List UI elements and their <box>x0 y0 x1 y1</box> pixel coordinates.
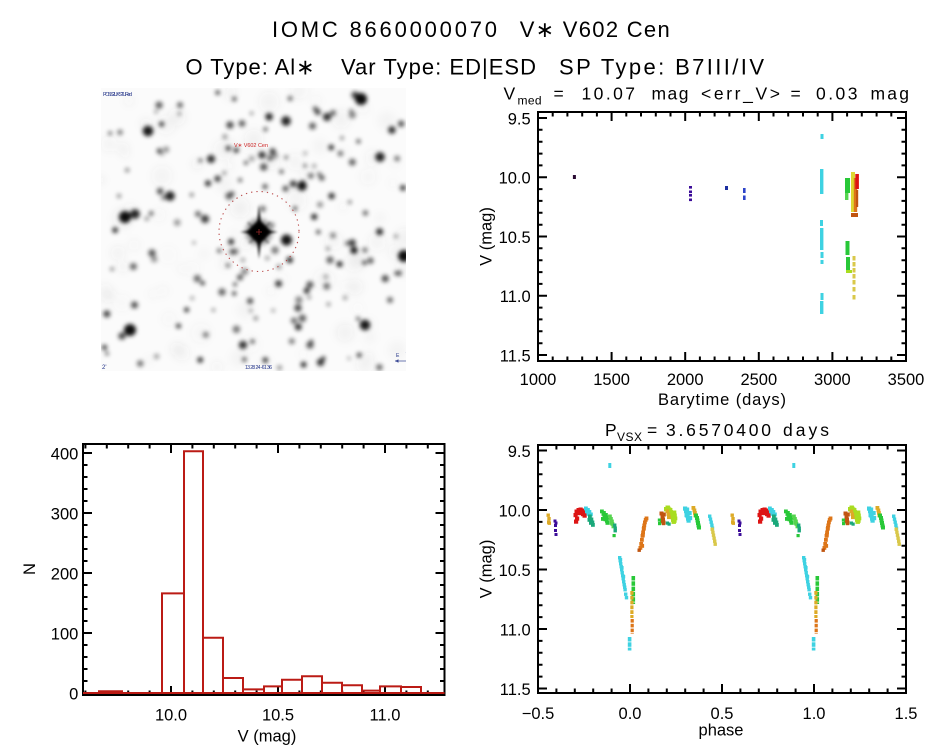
svg-text:3.6570400: 3.6570400 <box>666 420 771 440</box>
svg-text:2': 2' <box>102 365 106 371</box>
svg-text:SP Type: B7III/IV: SP Type: B7III/IV <box>559 55 764 80</box>
svg-text:VSX: VSX <box>617 430 642 444</box>
svg-text:=: = <box>791 84 801 104</box>
svg-text:0.0: 0.0 <box>619 705 642 723</box>
svg-text:3500: 3500 <box>888 371 925 389</box>
svg-text:0: 0 <box>69 685 78 703</box>
svg-text:O Type: Al∗: O Type: Al∗ <box>186 55 315 80</box>
svg-text:10.5: 10.5 <box>499 229 531 247</box>
svg-text:3000: 3000 <box>814 371 851 389</box>
svg-text:11.0: 11.0 <box>370 707 401 725</box>
svg-text:10.0: 10.0 <box>499 170 531 188</box>
svg-text:10.5: 10.5 <box>262 707 294 725</box>
svg-text:N: N <box>21 563 39 575</box>
svg-text:10.5: 10.5 <box>499 562 531 580</box>
svg-text:V∗ V602 Cen: V∗ V602 Cen <box>234 143 268 149</box>
svg-text:0.5: 0.5 <box>711 705 734 723</box>
svg-text:mag: mag <box>871 84 910 104</box>
svg-text:11.0: 11.0 <box>500 621 531 639</box>
svg-text:200: 200 <box>51 565 79 583</box>
svg-text:0.03: 0.03 <box>816 84 858 104</box>
svg-text:1000: 1000 <box>520 371 557 389</box>
svg-text:POSS2 UKSTU Red: POSS2 UKSTU Red <box>103 92 132 98</box>
svg-text:P: P <box>605 420 617 440</box>
svg-text:IOMC 8660000070: IOMC 8660000070 <box>272 17 497 42</box>
svg-text:2500: 2500 <box>740 371 777 389</box>
svg-text:Barytime (days): Barytime (days) <box>658 391 786 409</box>
svg-text:1500: 1500 <box>593 371 630 389</box>
svg-text:11.5: 11.5 <box>500 681 531 699</box>
svg-text:V (mag): V (mag) <box>238 728 297 746</box>
svg-text:100: 100 <box>51 625 79 643</box>
svg-text:10.0: 10.0 <box>155 707 187 725</box>
svg-text:V∗ V602 Cen: V∗ V602 Cen <box>520 17 670 42</box>
svg-text:9.5: 9.5 <box>508 110 531 128</box>
svg-text:300: 300 <box>51 505 79 523</box>
svg-text:V (mag): V (mag) <box>478 540 496 599</box>
svg-text:med: med <box>518 94 542 108</box>
svg-text:−0.5: −0.5 <box>522 705 555 723</box>
svg-text:=: = <box>554 84 564 104</box>
svg-text:=: = <box>647 420 657 440</box>
svg-text:11.0: 11.0 <box>500 288 531 306</box>
svg-text:mag: mag <box>652 84 689 104</box>
svg-text:V (mag): V (mag) <box>478 207 496 266</box>
svg-text:11.5: 11.5 <box>500 347 531 365</box>
svg-text:2000: 2000 <box>667 371 704 389</box>
svg-text:10.0: 10.0 <box>499 502 531 520</box>
svg-text:E: E <box>396 353 400 359</box>
svg-text:V: V <box>504 84 516 104</box>
svg-text:1.0: 1.0 <box>803 705 826 723</box>
svg-text:1.5: 1.5 <box>895 705 918 723</box>
svg-text:10.07: 10.07 <box>582 84 636 104</box>
svg-text:phase: phase <box>699 722 744 740</box>
svg-text:400: 400 <box>51 445 79 463</box>
svg-text:Var Type: ED|ESD: Var Type: ED|ESD <box>341 55 536 80</box>
svg-text:13 28 24 -61 36: 13 28 24 -61 36 <box>245 365 272 371</box>
svg-text:9.5: 9.5 <box>508 443 531 461</box>
